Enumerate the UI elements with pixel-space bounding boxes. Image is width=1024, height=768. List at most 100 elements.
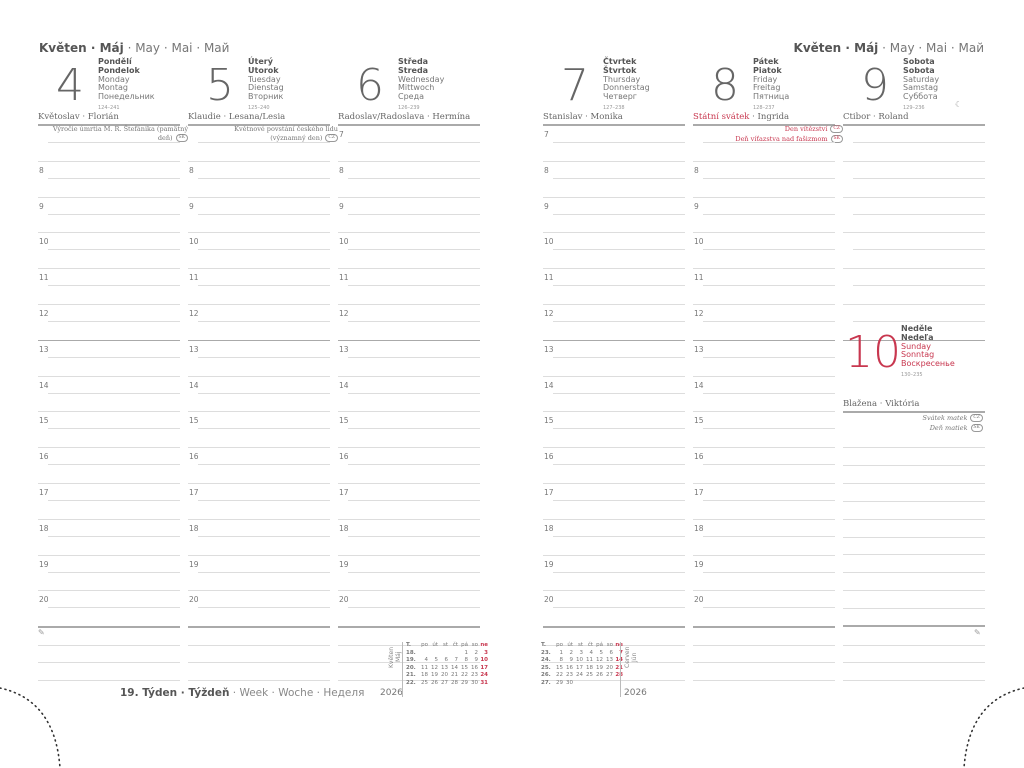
half-hour-line[interactable] bbox=[703, 142, 835, 143]
calendar-day[interactable]: 3 bbox=[579, 649, 584, 656]
hour-line[interactable] bbox=[338, 411, 480, 413]
half-hour-line[interactable] bbox=[198, 607, 330, 609]
calendar-day[interactable]: 19 bbox=[596, 664, 603, 671]
calendar-day[interactable]: 4 bbox=[424, 657, 429, 663]
hour-line[interactable] bbox=[188, 518, 330, 520]
half-hour-line[interactable] bbox=[703, 392, 835, 394]
half-hour-line[interactable] bbox=[553, 571, 685, 573]
calendar-day[interactable]: 6 bbox=[444, 657, 449, 663]
calendar-day[interactable]: 15 bbox=[556, 664, 563, 671]
half-hour-line[interactable] bbox=[348, 428, 480, 430]
hour-line[interactable] bbox=[693, 554, 835, 556]
hour-line[interactable] bbox=[188, 590, 330, 592]
half-hour-line[interactable] bbox=[703, 321, 835, 322]
half-hour-line[interactable] bbox=[703, 500, 835, 501]
hour-line[interactable] bbox=[543, 411, 685, 413]
half-hour-line[interactable] bbox=[348, 321, 480, 322]
hour-line[interactable] bbox=[188, 411, 330, 413]
note-line[interactable] bbox=[188, 680, 330, 681]
hour-line[interactable] bbox=[543, 590, 685, 592]
half-hour-line[interactable] bbox=[348, 285, 480, 287]
hour-line[interactable] bbox=[693, 232, 835, 234]
half-hour-line[interactable] bbox=[853, 213, 985, 215]
hour-line[interactable] bbox=[543, 339, 685, 342]
hour-line[interactable] bbox=[693, 411, 835, 413]
calendar-day[interactable]: 5 bbox=[434, 657, 439, 663]
hour-line[interactable] bbox=[188, 375, 330, 377]
hour-line[interactable] bbox=[843, 160, 985, 162]
hour-line[interactable] bbox=[38, 626, 180, 628]
half-hour-line[interactable] bbox=[198, 213, 330, 215]
calendar-day[interactable]: 14 bbox=[451, 664, 458, 671]
hour-line[interactable] bbox=[38, 518, 180, 520]
half-hour-line[interactable] bbox=[48, 213, 180, 215]
calendar-day[interactable]: 9 bbox=[569, 657, 574, 663]
half-hour-line[interactable] bbox=[553, 392, 685, 394]
hour-line[interactable] bbox=[543, 447, 685, 449]
half-hour-line[interactable] bbox=[198, 249, 330, 251]
calendar-day[interactable] bbox=[574, 680, 584, 688]
hour-line[interactable] bbox=[338, 447, 480, 449]
half-hour-line[interactable] bbox=[48, 428, 180, 430]
calendar-day[interactable]: 22 bbox=[461, 672, 468, 678]
half-hour-line[interactable] bbox=[703, 607, 835, 609]
hour-line[interactable] bbox=[188, 554, 330, 556]
calendar-day[interactable]: 3 bbox=[484, 649, 488, 656]
calendar-day[interactable]: 8 bbox=[559, 657, 564, 663]
hour-line[interactable] bbox=[338, 518, 480, 520]
calendar-day[interactable]: 16 bbox=[566, 664, 573, 671]
half-hour-line[interactable] bbox=[553, 464, 685, 466]
note-line[interactable] bbox=[543, 680, 685, 681]
note-line[interactable] bbox=[38, 680, 180, 681]
half-hour-line[interactable] bbox=[48, 285, 180, 287]
hour-line[interactable] bbox=[38, 554, 180, 556]
half-hour-line[interactable] bbox=[198, 428, 330, 430]
hour-line[interactable] bbox=[38, 339, 180, 342]
calendar-day[interactable]: 9 bbox=[474, 657, 479, 663]
half-hour-line[interactable] bbox=[348, 500, 480, 501]
half-hour-line[interactable] bbox=[703, 535, 835, 537]
half-hour-line[interactable] bbox=[703, 213, 835, 215]
hour-line[interactable] bbox=[543, 626, 685, 628]
half-hour-line[interactable] bbox=[703, 249, 835, 251]
hour-line[interactable] bbox=[543, 268, 685, 270]
half-hour-line[interactable] bbox=[48, 535, 180, 537]
half-hour-line[interactable] bbox=[198, 285, 330, 287]
half-hour-line[interactable] bbox=[348, 535, 480, 537]
half-hour-line[interactable] bbox=[553, 500, 685, 501]
hour-line[interactable] bbox=[338, 268, 480, 270]
hour-line[interactable] bbox=[693, 626, 835, 628]
calendar-day[interactable]: 29 bbox=[556, 679, 563, 686]
note-line[interactable] bbox=[843, 680, 985, 681]
calendar-day[interactable]: 21 bbox=[451, 672, 458, 678]
hour-line[interactable] bbox=[693, 483, 835, 484]
sunday-line[interactable] bbox=[843, 482, 985, 484]
sunday-line[interactable] bbox=[843, 500, 985, 502]
calendar-day[interactable]: 30 bbox=[471, 679, 478, 686]
calendar-day[interactable]: 20 bbox=[441, 672, 448, 678]
calendar-day[interactable] bbox=[419, 650, 429, 658]
note-line[interactable] bbox=[338, 680, 480, 681]
hour-line[interactable] bbox=[188, 483, 330, 484]
calendar-day[interactable]: 14 bbox=[614, 657, 624, 665]
calendar-day[interactable]: 8 bbox=[464, 657, 469, 663]
calendar-day[interactable]: 24 bbox=[480, 672, 488, 678]
hour-line[interactable] bbox=[693, 518, 835, 520]
calendar-day[interactable]: 1 bbox=[559, 649, 564, 656]
hour-line[interactable] bbox=[38, 268, 180, 270]
half-hour-line[interactable] bbox=[703, 464, 835, 466]
hour-line[interactable] bbox=[38, 304, 180, 305]
calendar-day[interactable] bbox=[604, 680, 614, 688]
hour-line[interactable] bbox=[38, 196, 180, 198]
hour-line[interactable] bbox=[338, 304, 480, 305]
note-line[interactable] bbox=[188, 662, 330, 663]
sunday-line[interactable] bbox=[843, 554, 985, 556]
note-line[interactable] bbox=[693, 645, 835, 646]
calendar-day[interactable]: 23 bbox=[566, 672, 573, 678]
calendar-day[interactable]: 28 bbox=[614, 672, 624, 680]
calendar-day[interactable]: 7 bbox=[619, 649, 623, 656]
calendar-day[interactable]: 6 bbox=[609, 649, 614, 656]
hour-line[interactable] bbox=[38, 411, 180, 413]
note-line[interactable] bbox=[543, 662, 685, 663]
half-hour-line[interactable] bbox=[198, 142, 330, 143]
